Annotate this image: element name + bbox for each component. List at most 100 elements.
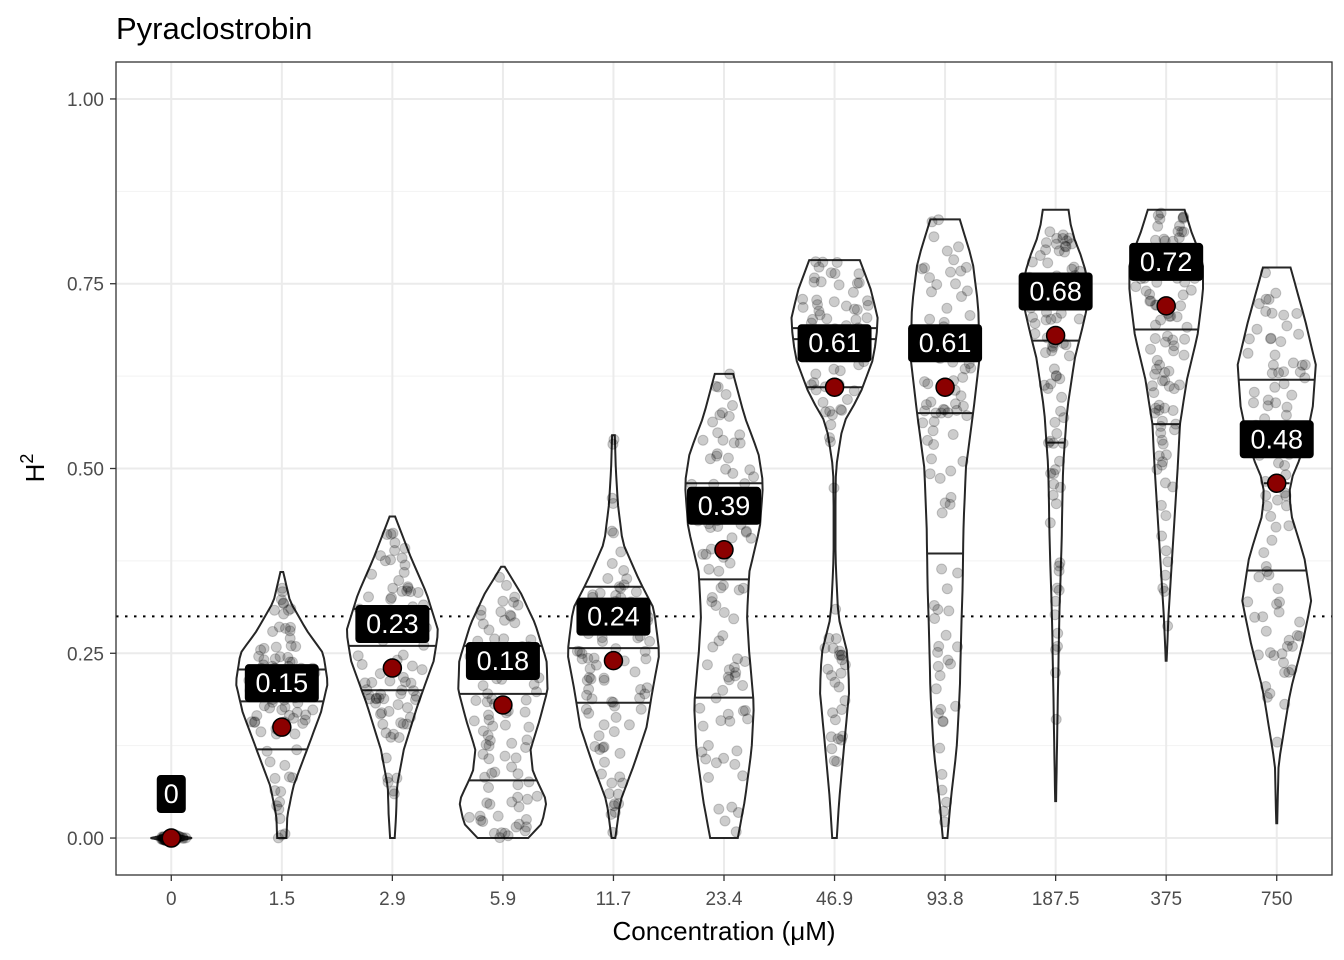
data-point [944,498,956,510]
data-point [386,592,397,604]
data-point [593,730,605,742]
data-point [862,299,874,311]
data-point [481,696,493,708]
data-point [952,567,964,579]
data-point [808,272,820,284]
mean-label-box [576,597,651,636]
data-point [366,568,378,580]
data-point [933,640,945,652]
data-point [1260,681,1272,692]
data-point [606,696,618,708]
data-point [307,704,319,716]
data-point [1276,648,1288,660]
data-point [720,389,732,400]
mean-label: 0.23 [366,609,419,639]
data-point [497,595,509,607]
data-point [1253,571,1265,583]
data-point [1287,357,1299,369]
data-point [483,714,495,726]
data-point [1159,336,1171,348]
data-point [1050,667,1061,679]
data-point [1281,320,1293,332]
data-point [1058,412,1070,424]
data-point [1299,372,1311,384]
data-point [942,654,954,666]
data-point [499,614,510,626]
data-point [382,772,394,784]
data-point [716,407,728,419]
y-tick-label: 0.25 [67,644,104,665]
data-point [1163,380,1175,392]
data-point [477,618,489,630]
data-point [928,416,940,427]
data-point [707,641,719,653]
data-point [724,368,736,380]
data-point [862,295,873,307]
data-point [939,404,951,416]
data-point [1263,569,1275,581]
data-point [380,752,392,764]
data-point [583,672,595,683]
mean-point [603,650,624,671]
data-point [1281,640,1293,652]
data-point [828,296,840,308]
data-point [274,651,286,663]
data-point [831,257,843,268]
data-point [279,828,291,840]
data-point [618,565,630,576]
data-point [1279,698,1291,710]
data-point [278,608,290,620]
data-point [488,827,500,839]
data-point [495,606,507,618]
data-point [463,811,475,823]
data-point [483,624,495,636]
data-point [1294,616,1306,628]
data-point [840,300,852,312]
data-point [734,429,746,441]
data-point [1279,667,1291,678]
data-point [1273,606,1285,618]
violin-11.7 [567,434,660,839]
data-point [1051,238,1062,250]
data-point [1249,611,1261,623]
data-point [496,827,508,839]
data-point [1045,313,1057,325]
data-point [588,652,600,664]
data-point [941,796,952,808]
data-point [291,744,303,756]
data-point [523,721,535,733]
y-tick-label: 0.50 [67,460,104,481]
data-point [399,676,411,688]
data-point [249,716,261,728]
data-point [510,821,522,833]
data-point [961,410,973,422]
data-point [700,753,712,765]
data-point [1167,405,1179,416]
data-point [255,644,267,656]
data-point [258,642,270,654]
data-point [388,788,400,800]
data-point [1262,400,1274,412]
data-point [1157,375,1168,387]
data-point [826,670,837,681]
data-point [1177,211,1189,223]
data-point [835,649,847,661]
data-point [1271,598,1283,610]
data-point [937,715,949,727]
data-point [922,378,934,390]
data-point [928,231,940,243]
data-point [1053,560,1065,572]
data-point [590,659,602,671]
data-point [1159,477,1171,489]
data-point [837,730,848,742]
data-point [1047,489,1059,501]
data-point [474,810,486,822]
data-point [361,684,373,696]
data-point [1160,449,1172,461]
data-point [707,416,719,428]
data-point [728,437,740,449]
data-point [483,709,494,721]
data-point [1162,620,1174,632]
data-point [1060,339,1072,351]
